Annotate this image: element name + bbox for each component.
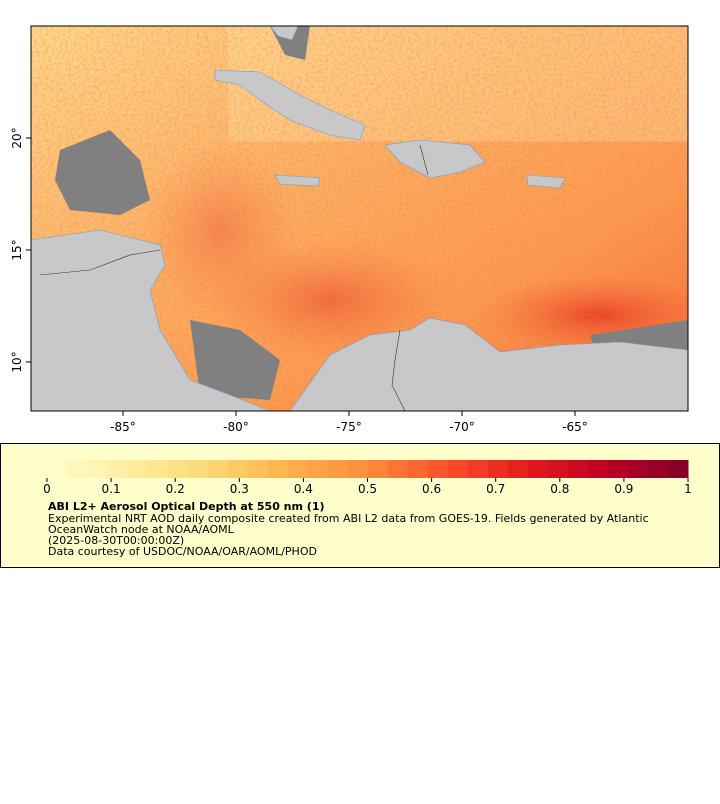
colorbar-cell — [147, 460, 168, 478]
colorbar-tick-label: 0.9 — [614, 482, 633, 496]
colorbar-cell — [447, 460, 469, 478]
colorbar-cell — [487, 460, 509, 478]
colorbar-cell — [347, 460, 368, 478]
colorbar-cell — [547, 460, 569, 478]
colorbar-cell — [207, 460, 228, 478]
colorbar-tick-label: 0.6 — [422, 482, 441, 496]
x-tick-label: -75° — [336, 420, 362, 434]
colorbar-cell — [587, 460, 609, 478]
legend-description: (2025-08-30T00:00:00Z) — [48, 534, 184, 547]
map-field — [31, 26, 688, 411]
y-tick-label: 20° — [10, 127, 24, 148]
colorbar-cell — [307, 460, 328, 478]
colorbar-cell — [247, 460, 268, 478]
colorbar-cell — [87, 460, 108, 478]
colorbar-cell — [567, 460, 589, 478]
borders — [39, 144, 429, 411]
colorbar-cell — [167, 460, 188, 478]
colorbar-cell — [467, 460, 489, 478]
colorbar-tick-label: 0.1 — [102, 482, 121, 496]
x-tick-label: -70° — [449, 420, 475, 434]
colorbar-cell — [367, 460, 389, 478]
colorbar-tick-label: 0.7 — [486, 482, 505, 496]
x-tick-label: -80° — [223, 420, 249, 434]
legend-description: Data courtesy of USDOC/NOAA/OAR/AOML/PHO… — [48, 545, 317, 558]
legend-description: OceanWatch node at NOAA/AOML — [48, 523, 235, 536]
colorbar-cell — [667, 460, 689, 478]
legend-title: ABI L2+ Aerosol Optical Depth at 550 nm … — [48, 500, 325, 513]
colorbar-cell — [627, 460, 649, 478]
colorbar-tick-label: 0.8 — [550, 482, 569, 496]
colorbar-cell — [267, 460, 288, 478]
map-frame — [30, 25, 689, 412]
colorbar-tick-label: 0.3 — [230, 482, 249, 496]
colorbar-cell — [507, 460, 529, 478]
x-tick-label: -65° — [562, 420, 588, 434]
land — [31, 26, 688, 411]
colorbar-cell — [107, 460, 128, 478]
colorbar-tick-label: 0.5 — [358, 482, 377, 496]
colorbar-cell — [387, 460, 409, 478]
colorbar-tick-label: 0.4 — [294, 482, 313, 496]
colorbar-cell — [647, 460, 669, 478]
colorbar-cell — [427, 460, 449, 478]
y-tick-label: 15° — [10, 239, 24, 260]
colorbar-cell — [327, 460, 348, 478]
colorbar-cell — [227, 460, 248, 478]
colorbar-cell — [527, 460, 549, 478]
colorbar-cell — [67, 460, 88, 478]
colorbar-tick-label: 0 — [43, 482, 51, 496]
colorbar-cell — [47, 460, 68, 478]
colorbar-cell — [127, 460, 148, 478]
legend-description: Experimental NRT AOD daily composite cre… — [48, 512, 649, 525]
colorbar-tick-label: 1 — [684, 482, 692, 496]
x-tick-label: -85° — [110, 420, 136, 434]
colorbar-cell — [607, 460, 629, 478]
colorbar-cell — [407, 460, 429, 478]
colorbar-cell — [287, 460, 308, 478]
y-tick-label: 10° — [10, 351, 24, 372]
colorbar-cell — [187, 460, 208, 478]
colorbar-tick-label: 0.2 — [166, 482, 185, 496]
